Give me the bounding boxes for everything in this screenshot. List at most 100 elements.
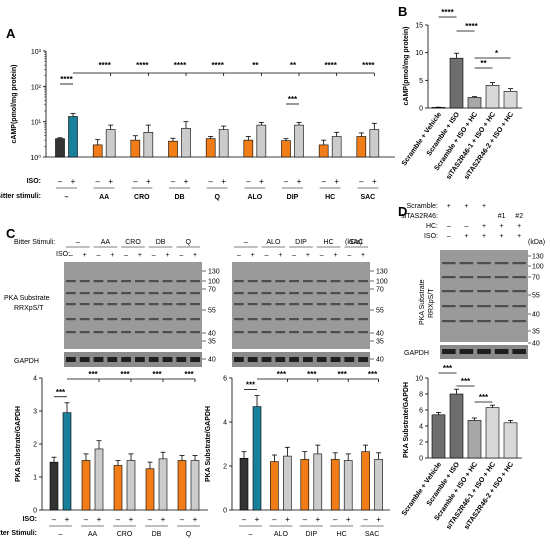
c-right-group-label: HC: [324, 239, 334, 246]
c-left-pka-label-1: PKA Substrate: [4, 295, 50, 302]
c-left-iso-label: ISO:: [56, 251, 70, 258]
c-right-band: [344, 280, 355, 283]
a-sig-label: ****: [174, 61, 187, 70]
c-left-chart-group-label: CRO: [117, 531, 133, 538]
a-bar-iso-minus: [205, 138, 216, 158]
c-right-chart-group-label: DIP: [305, 531, 317, 538]
c-left-chart-group-label: Q: [186, 531, 192, 538]
c-right-marker-label: 70: [376, 287, 384, 294]
c-left-band: [190, 303, 200, 306]
c-left-chart-sig-label: ***: [56, 388, 66, 397]
c-left-chart-bar-iso-plus: [94, 448, 104, 511]
c-left-band: [176, 292, 187, 295]
c-left-iso-sign: +: [193, 252, 197, 259]
a-bar-iso-plus: [369, 129, 380, 158]
c-right-chart-y-tick-label: 6: [223, 376, 227, 383]
c-left-band: [176, 331, 187, 334]
d-row-sign: –: [464, 223, 468, 230]
a-iso-sign: +: [297, 177, 302, 186]
c-right-band: [275, 292, 286, 295]
a-group-label: –: [65, 194, 69, 201]
c-right-gapdh-band: [330, 357, 341, 362]
c-right-group-label: DIP: [295, 239, 307, 246]
b-sig-label: ****: [465, 22, 478, 31]
c-right-gapdh-band: [358, 357, 368, 362]
c-left-band: [79, 303, 90, 306]
c-right-band: [330, 318, 341, 321]
c-left-chart-iso-sign: –: [52, 515, 57, 524]
c-left-band: [176, 318, 187, 321]
c-right-chart-y-tick-label: 0: [223, 508, 227, 515]
c-left-band: [66, 280, 76, 283]
d-chart-bar: [503, 422, 518, 459]
a-iso-sign: +: [71, 177, 76, 186]
c-right-chart-iso-sign: –: [303, 515, 308, 524]
c-left-chart-stim-row-label: Bitter Stimuli:: [0, 530, 37, 537]
c-left-band: [148, 280, 159, 283]
a-iso-sign: –: [321, 177, 326, 186]
c-left-band: [190, 280, 200, 283]
c-left-band: [121, 331, 131, 334]
a-sig-label: ****: [98, 61, 111, 70]
a-iso-sign: +: [108, 177, 113, 186]
a-iso-sign: –: [359, 177, 364, 186]
c-right-band: [358, 331, 368, 334]
c-left-marker-label: 40: [208, 331, 216, 338]
a-iso-sign: –: [133, 177, 138, 186]
c-right-band: [303, 280, 313, 283]
d-band: [494, 305, 509, 308]
c-right-kda-label: (kDa): [345, 239, 362, 246]
c-left-band: [93, 280, 104, 283]
c-right-band: [330, 331, 341, 334]
c-right-band: [247, 280, 258, 283]
d-band: [477, 276, 491, 279]
d-band: [442, 262, 456, 265]
c-right-band: [330, 303, 341, 306]
c-left-iso-sign: +: [83, 252, 87, 259]
d-band: [512, 276, 526, 279]
c-left-gapdh-band: [162, 357, 173, 362]
a-group-label: CRO: [134, 194, 150, 201]
c-right-band: [261, 303, 272, 306]
c-left-pka-blot: [64, 262, 202, 349]
c-right-band: [289, 318, 299, 321]
c-left-band: [135, 280, 145, 283]
c-right-chart-iso-sign: +: [285, 515, 290, 524]
a-sig-label: ****: [211, 61, 224, 70]
c-right-band: [275, 331, 286, 334]
c-left-chart-iso-sign: +: [161, 515, 166, 524]
a-group-label: AA: [99, 194, 109, 201]
c-left-chart-group-label: AA: [88, 531, 98, 538]
c-left-band: [121, 280, 131, 283]
c-right-chart-sig-label: ***: [368, 370, 378, 379]
c-left-gapdh-band: [66, 357, 76, 362]
d-row-sign: +: [464, 233, 468, 240]
b-y-tick-label: 5: [419, 78, 423, 85]
c-left-chart-bar-iso-minus: [49, 461, 59, 511]
c-left-band: [107, 292, 118, 295]
d-chart-y-tick-label: 6: [419, 408, 423, 415]
d-band: [512, 320, 526, 323]
d-marker-label: 70: [532, 275, 540, 282]
c-right-iso-sign: +: [361, 252, 365, 259]
d-band: [442, 320, 456, 323]
c-left-gapdh-band: [176, 357, 187, 362]
c-right-chart-group-label: HC: [337, 531, 347, 538]
c-left-band: [148, 303, 159, 306]
c-left-band: [148, 292, 159, 295]
b-bar: [467, 97, 482, 109]
c-right-pka-blot: [232, 262, 370, 349]
c-left-pka-label-2: RRXpS/T: [14, 305, 44, 312]
c-right-chart-iso-sign: +: [255, 515, 260, 524]
c-right-group-label: ALO: [266, 239, 281, 246]
c-left-band: [79, 292, 90, 295]
c-right-band: [247, 292, 258, 295]
d-band: [494, 262, 509, 265]
c-left-marker-label: 100: [208, 279, 220, 286]
d-chart-y-axis-label: PKA Substrate/GAPDH: [403, 382, 410, 458]
c-left-band: [190, 331, 200, 334]
c-right-band: [261, 292, 272, 295]
c-right-band: [316, 280, 327, 283]
c-right-group-label: –: [244, 239, 248, 246]
d-band: [494, 276, 509, 279]
